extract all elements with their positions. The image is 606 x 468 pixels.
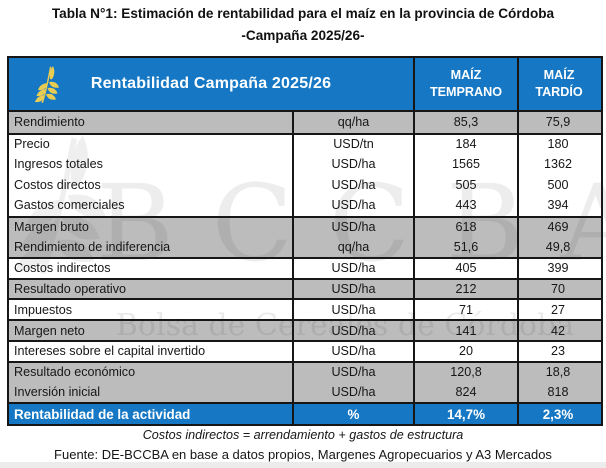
row-value-tardio: 49,8 <box>545 239 571 254</box>
table-row: Ingresos totales USD/ha 1565 1362 <box>9 153 601 175</box>
row-value-tardio: 500 <box>547 177 569 192</box>
bottom-strip <box>0 462 606 468</box>
row-label: Impuestos <box>9 300 294 320</box>
row-value-temprano: 184 <box>415 134 519 154</box>
table-row: Rendimiento de indiferencia qq/ha 51,6 4… <box>9 236 601 258</box>
row-value-temprano: 505 <box>415 174 519 195</box>
formula-note: Costos indirectos = arrendamiento + gast… <box>142 428 464 442</box>
table-title-line2: -Campaña 2025/26- <box>241 27 365 43</box>
row-value-tardio: 23 <box>550 344 565 359</box>
table-row: Gastos comerciales USD/ha 443 394 <box>9 194 601 216</box>
row-value-tardio: 1362 <box>543 156 573 171</box>
table-footer-row: Rentabilidad de la actividad % 14,7% 2,3… <box>9 402 601 425</box>
table-row: Costos indirectos USD/ha 405 399 <box>9 257 601 278</box>
row-value-tardio: 469 <box>547 219 569 234</box>
row-unit: USD/ha <box>294 381 415 403</box>
row-unit: USD/ha <box>294 341 415 361</box>
footer-value-tardio: 2,3% <box>542 406 574 422</box>
footer-unit: % <box>294 404 415 425</box>
row-label: Rendimiento <box>9 112 294 133</box>
row-label: Margen neto <box>9 321 294 340</box>
row-unit: qq/ha <box>294 112 415 133</box>
table-row: Rendimiento qq/ha 85,3 75,9 <box>9 112 601 133</box>
row-value-temprano: 71 <box>415 300 519 320</box>
footer-value-temprano: 14,7% <box>415 404 519 425</box>
row-label: Precio <box>9 134 294 154</box>
table-row: Impuestos USD/ha 71 27 <box>9 298 601 320</box>
row-value-temprano: 1565 <box>415 153 519 175</box>
table-title-line1: Tabla N°1: Estimación de rentabilidad pa… <box>51 6 555 21</box>
row-label: Margen bruto <box>9 217 294 237</box>
rentability-table: Rentabilidad Campaña 2025/26 MAÍZ TEMPRA… <box>7 56 603 427</box>
row-label: Intereses sobre el capital invertido <box>9 341 294 361</box>
row-value-temprano: 405 <box>415 259 519 278</box>
row-value-tardio: 818 <box>547 384 569 399</box>
row-label: Resultado económico <box>9 362 294 382</box>
table-row: Resultado económico USD/ha 120,8 18,8 <box>9 360 601 382</box>
header-title: Rentabilidad Campaña 2025/26 <box>90 75 332 92</box>
table-row: Intereses sobre el capital invertido USD… <box>9 339 601 361</box>
table-header-row: Rentabilidad Campaña 2025/26 MAÍZ TEMPRA… <box>9 58 601 112</box>
row-value-tardio: 18,8 <box>545 364 571 379</box>
table-row: Margen bruto USD/ha 618 469 <box>9 215 601 237</box>
row-value-temprano: 120,8 <box>415 362 519 382</box>
table-row: Costos directos USD/ha 505 500 <box>9 174 601 195</box>
header-col-maiz-tardio: MAÍZ TARDÍO <box>535 68 583 99</box>
table-row: Inversión inicial USD/ha 824 818 <box>9 381 601 403</box>
row-value-tardio: 394 <box>547 198 569 213</box>
row-value-tardio: 75,9 <box>545 115 571 130</box>
row-value-temprano: 20 <box>415 341 519 361</box>
row-unit: qq/ha <box>294 236 415 258</box>
row-unit: USD/tn <box>294 134 415 154</box>
row-unit: USD/ha <box>294 174 415 195</box>
table-row: Margen neto USD/ha 141 42 <box>9 319 601 340</box>
table-title: Tabla N°1: Estimación de rentabilidad pa… <box>0 3 606 47</box>
row-value-tardio: 399 <box>547 261 569 276</box>
row-value-tardio: 27 <box>550 302 565 317</box>
row-unit: USD/ha <box>294 194 415 216</box>
table-body: Rendimiento qq/ha 85,3 75,9 Precio USD/t… <box>9 112 601 403</box>
row-unit: USD/ha <box>294 321 415 340</box>
row-unit: USD/ha <box>294 153 415 175</box>
row-label: Gastos comerciales <box>9 194 294 216</box>
row-value-temprano: 141 <box>415 321 519 340</box>
row-unit: USD/ha <box>294 279 415 299</box>
table-row: Precio USD/tn 184 180 <box>9 132 601 154</box>
row-label: Costos indirectos <box>9 259 294 278</box>
row-value-temprano: 618 <box>415 217 519 237</box>
row-value-temprano: 51,6 <box>415 236 519 258</box>
row-label: Rendimiento de indiferencia <box>9 236 294 258</box>
table-row: Resultado operativo USD/ha 212 70 <box>9 277 601 299</box>
row-unit: USD/ha <box>294 300 415 320</box>
row-unit: USD/ha <box>294 217 415 237</box>
row-value-tardio: 70 <box>550 282 565 297</box>
footer-label: Rentabilidad de la actividad <box>9 404 294 425</box>
row-label: Ingresos totales <box>9 153 294 175</box>
header-col-maiz-temprano: MAÍZ TEMPRANO <box>415 58 519 110</box>
row-value-temprano: 212 <box>415 279 519 299</box>
row-value-temprano: 85,3 <box>415 112 519 133</box>
row-value-temprano: 443 <box>415 194 519 216</box>
wheat-icon <box>35 66 59 103</box>
row-value-tardio: 42 <box>550 323 565 338</box>
source-note: Fuente: DE-BCCBA en base a datos propios… <box>54 447 552 462</box>
row-label: Inversión inicial <box>9 381 294 403</box>
row-value-tardio: 180 <box>547 137 569 152</box>
row-value-temprano: 824 <box>415 381 519 403</box>
row-label: Resultado operativo <box>9 279 294 299</box>
header-main-cell: Rentabilidad Campaña 2025/26 <box>9 58 415 110</box>
row-unit: USD/ha <box>294 259 415 278</box>
row-unit: USD/ha <box>294 362 415 382</box>
row-label: Costos directos <box>9 174 294 195</box>
